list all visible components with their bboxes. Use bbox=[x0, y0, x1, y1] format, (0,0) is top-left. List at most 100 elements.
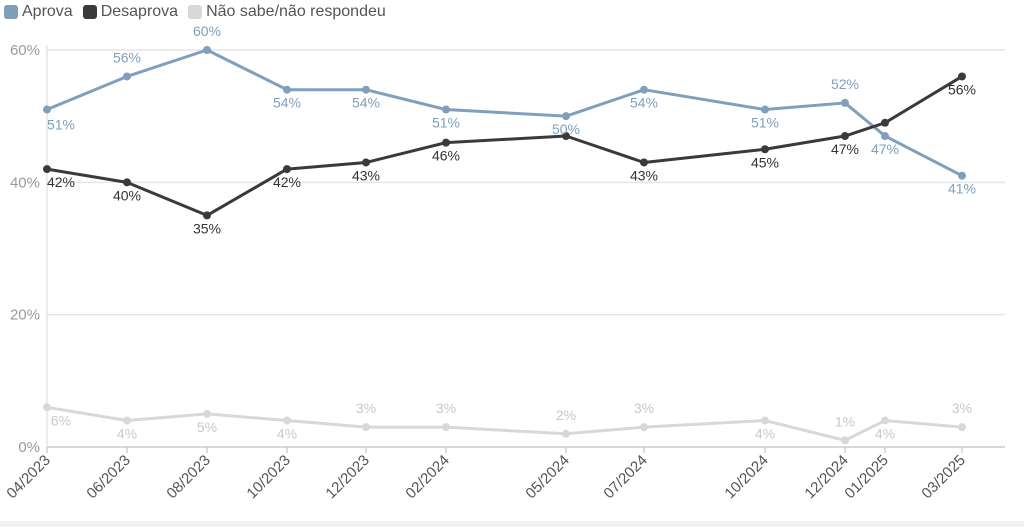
legend-label: Desaprova bbox=[100, 3, 179, 20]
data-label: 3% bbox=[634, 400, 654, 416]
data-label: 43% bbox=[630, 167, 658, 183]
x-tick-label: 02/2024 bbox=[402, 452, 452, 502]
data-point bbox=[841, 98, 849, 107]
legend-item-2[interactable]: Não sabe/não respondeu bbox=[188, 3, 386, 21]
chart-legend: Aprova Desaprova Não sabe/não respondeu bbox=[4, 1, 386, 23]
data-point bbox=[640, 158, 648, 167]
legend-swatch bbox=[188, 5, 203, 19]
data-point bbox=[562, 132, 570, 141]
data-label: 56% bbox=[113, 49, 141, 65]
series-line-1 bbox=[46, 75, 963, 217]
data-label: 35% bbox=[193, 220, 221, 236]
data-label: 3% bbox=[952, 400, 972, 416]
data-label: 56% bbox=[948, 81, 976, 97]
data-label: 3% bbox=[436, 400, 456, 416]
data-label: 54% bbox=[273, 95, 301, 111]
legend-label: Aprova bbox=[22, 3, 73, 20]
legend-label: Não sabe/não respondeu bbox=[206, 3, 386, 20]
data-point bbox=[958, 423, 966, 432]
x-tick-label: 04/2023 bbox=[3, 452, 53, 502]
data-label: 54% bbox=[352, 95, 380, 111]
data-point bbox=[562, 112, 570, 121]
data-label: 54% bbox=[630, 95, 658, 111]
data-label: 46% bbox=[432, 148, 460, 164]
data-point bbox=[841, 436, 849, 445]
data-label: 50% bbox=[552, 121, 580, 137]
series-line-0 bbox=[46, 48, 963, 178]
data-point bbox=[640, 85, 648, 94]
data-point bbox=[881, 132, 889, 141]
x-tick-label: 01/2025 bbox=[841, 452, 891, 502]
data-label: 3% bbox=[356, 400, 376, 416]
data-point bbox=[562, 429, 570, 438]
data-label: 40% bbox=[113, 187, 141, 203]
data-point bbox=[283, 416, 291, 425]
data-label: 2% bbox=[556, 407, 576, 423]
data-point bbox=[203, 46, 211, 54]
x-tick-label: 10/2023 bbox=[243, 452, 293, 502]
data-label: 42% bbox=[273, 174, 301, 190]
data-point bbox=[761, 416, 769, 425]
x-tick-label: 12/2024 bbox=[801, 452, 851, 502]
data-label: 4% bbox=[875, 426, 895, 442]
data-point bbox=[761, 105, 769, 114]
y-tick-label: 20% bbox=[10, 307, 40, 324]
data-point bbox=[362, 85, 370, 94]
legend-item-0[interactable]: Aprova bbox=[4, 3, 73, 21]
data-label: 43% bbox=[352, 167, 380, 183]
data-point bbox=[761, 145, 769, 154]
data-label: 4% bbox=[755, 426, 775, 442]
data-label: 51% bbox=[432, 115, 460, 131]
data-point bbox=[43, 165, 51, 174]
data-label: 1% bbox=[835, 413, 855, 429]
x-tick-label: 07/2024 bbox=[600, 452, 650, 502]
data-point bbox=[283, 85, 291, 94]
data-label: 5% bbox=[197, 419, 217, 435]
data-point bbox=[881, 118, 889, 127]
data-point bbox=[442, 423, 450, 432]
data-label: 47% bbox=[831, 141, 859, 157]
y-tick-label: 0% bbox=[18, 439, 40, 456]
data-label: 51% bbox=[751, 115, 779, 131]
data-label: 51% bbox=[47, 117, 75, 133]
series-line-2 bbox=[46, 405, 963, 442]
legend-swatch bbox=[82, 5, 97, 19]
data-point bbox=[881, 416, 889, 425]
data-label: 47% bbox=[871, 141, 899, 157]
bottom-scroll-track bbox=[0, 521, 1024, 527]
x-tick-label: 03/2025 bbox=[918, 452, 968, 502]
legend-item-1[interactable]: Desaprova bbox=[82, 3, 179, 21]
x-tick-label: 08/2023 bbox=[163, 452, 213, 502]
data-label: 42% bbox=[47, 174, 75, 190]
legend-swatch bbox=[4, 5, 18, 19]
data-point bbox=[958, 72, 966, 81]
y-tick-label: 40% bbox=[10, 174, 40, 191]
data-point bbox=[841, 132, 849, 141]
data-label: 41% bbox=[948, 181, 976, 197]
data-point bbox=[442, 105, 450, 114]
data-point bbox=[43, 105, 51, 114]
data-point bbox=[123, 178, 131, 187]
data-label: 60% bbox=[193, 23, 221, 39]
data-point bbox=[283, 165, 291, 174]
data-point bbox=[640, 423, 648, 432]
data-point bbox=[123, 416, 131, 425]
data-label: 4% bbox=[117, 426, 137, 442]
data-point bbox=[958, 171, 966, 180]
data-label: 6% bbox=[51, 412, 71, 428]
data-point bbox=[123, 72, 131, 81]
data-point bbox=[43, 403, 51, 412]
x-tick-label: 12/2023 bbox=[322, 452, 372, 502]
data-point bbox=[203, 409, 211, 418]
data-label: 4% bbox=[277, 426, 297, 442]
x-tick-label: 06/2023 bbox=[83, 452, 133, 502]
data-point bbox=[362, 423, 370, 432]
data-label: 52% bbox=[831, 76, 859, 92]
x-tick-label: 10/2024 bbox=[721, 452, 771, 502]
data-point bbox=[442, 138, 450, 147]
data-point bbox=[362, 158, 370, 167]
data-label: 45% bbox=[751, 154, 779, 170]
data-point bbox=[203, 211, 211, 220]
x-tick-label: 05/2024 bbox=[522, 452, 572, 502]
